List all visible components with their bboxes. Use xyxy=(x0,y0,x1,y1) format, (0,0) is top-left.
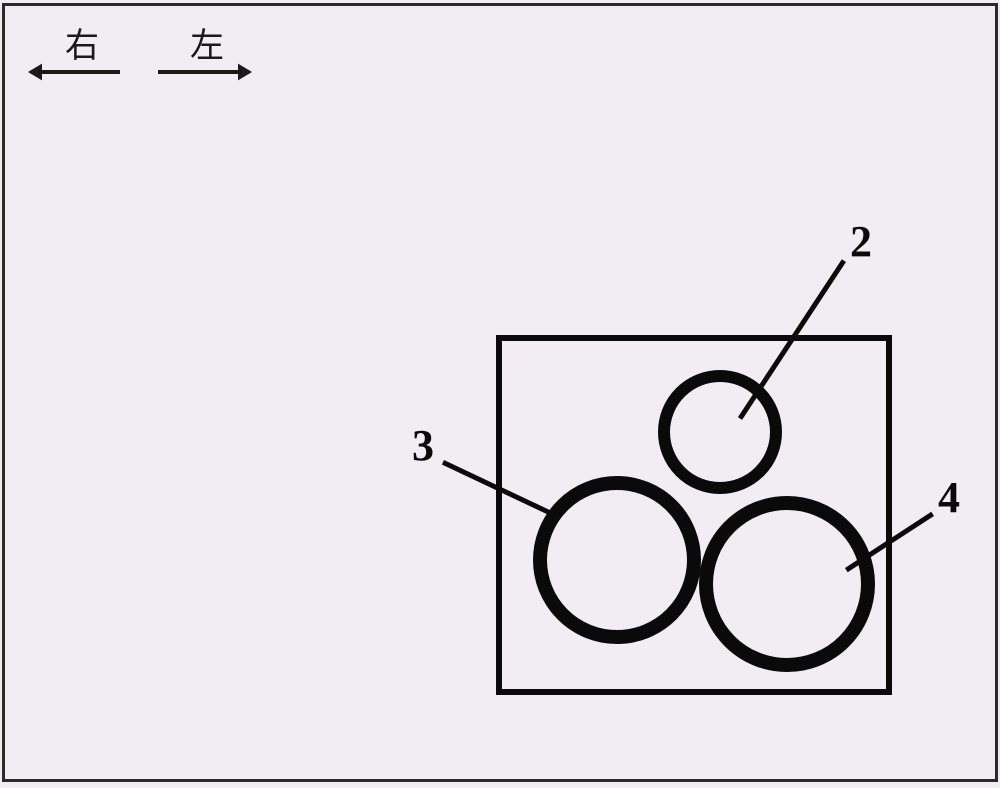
arrow-left-head xyxy=(238,64,252,81)
circle-3 xyxy=(533,476,701,644)
label-4: 4 xyxy=(938,472,960,523)
arrow-right-head xyxy=(28,64,42,81)
label-3: 3 xyxy=(412,420,434,471)
circle-4 xyxy=(699,496,875,672)
label-2: 2 xyxy=(850,216,872,267)
circle-2 xyxy=(658,370,782,494)
